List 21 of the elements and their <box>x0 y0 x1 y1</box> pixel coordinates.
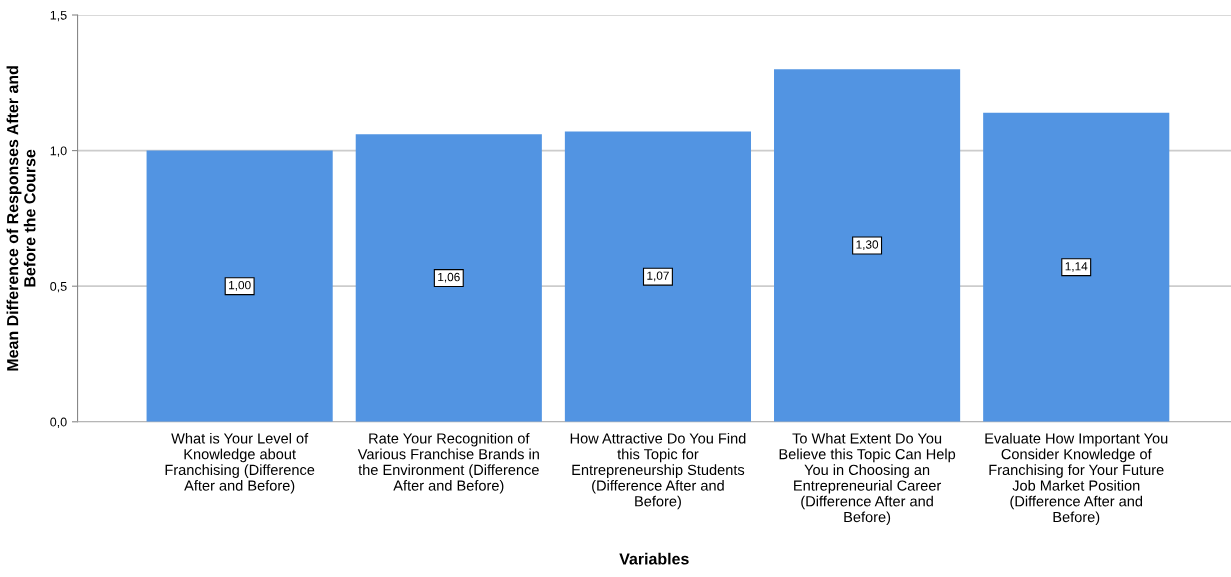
bar <box>564 131 752 422</box>
x-tick-label: What is Your Level of Knowledge about Franchising (Difference After and Before) <box>165 432 315 494</box>
data-label: 1,06 <box>438 272 460 283</box>
x-axis-title: Variables <box>619 552 689 565</box>
data-label: 1,00 <box>229 281 251 291</box>
y-tick-label: 0,5 <box>50 281 67 293</box>
bar <box>146 150 333 422</box>
bar <box>774 69 961 422</box>
bar <box>983 112 1170 422</box>
y-tick-label: 0,0 <box>50 417 67 428</box>
bar <box>355 134 542 422</box>
data-label: 1,30 <box>856 240 879 251</box>
data-label: 1,07 <box>647 271 669 282</box>
x-tick-label: Evaluate How Important You Consider Knowledge of Franchising for Your Future Job Market Position (Difference After and Before) <box>985 432 1168 526</box>
x-tick-label: To What Extent Do You Believe this Topic Can Help You in Choosing an Entrepreneurial Career (Difference After and Before) <box>779 432 956 526</box>
x-tick-label: Rate Your Recognition of Various Franchise Brands in the Environment (Difference After and Before) <box>357 432 539 494</box>
data-label: 1,14 <box>1065 262 1088 272</box>
y-tick-label: 1,0 <box>50 146 67 157</box>
x-tick-label: How Attractive Do You Find this Topic for Entrepreneurship Students (Difference After and Before) <box>570 432 746 510</box>
y-tick-label: 1,5 <box>50 10 67 22</box>
y-axis-title: Mean Difference of Responses After and Before the Course <box>6 66 36 371</box>
